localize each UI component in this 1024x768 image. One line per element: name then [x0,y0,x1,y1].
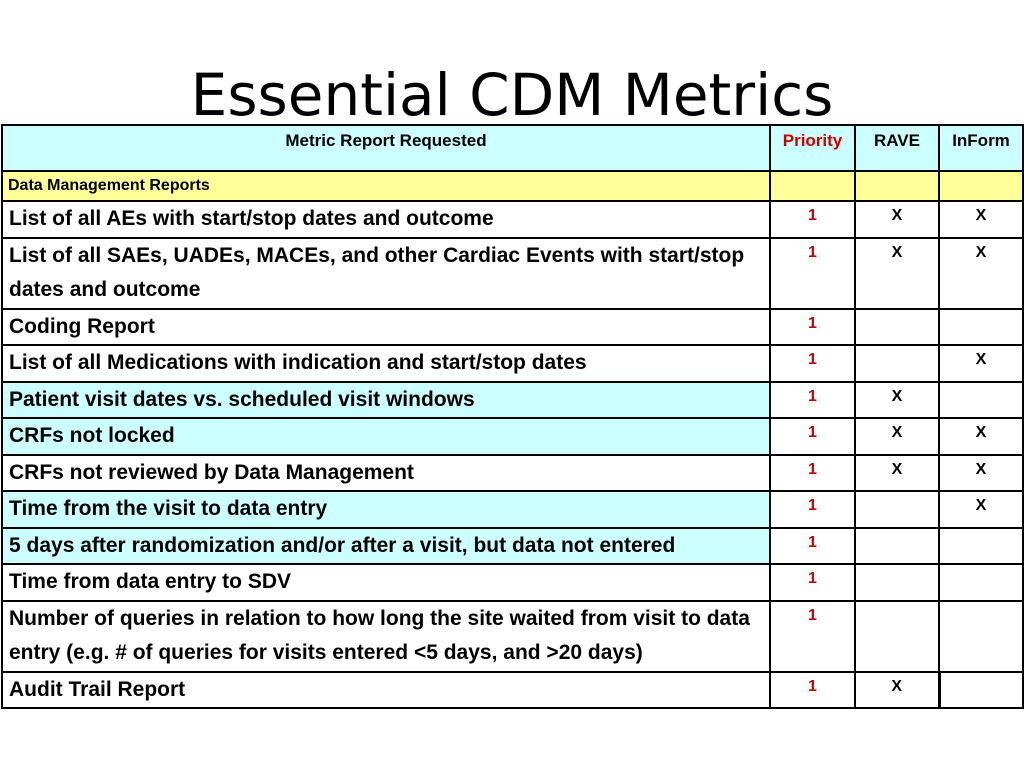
rave-cell [855,528,939,565]
inform-cell: X [939,418,1023,455]
inform-cell [939,601,1023,672]
header-rave: RAVE [855,125,939,171]
rave-cell: X [855,455,939,492]
rave-cell [855,564,939,601]
inform-cell [939,382,1023,419]
metric-cell: CRFs not locked [2,418,770,455]
inform-cell: X [939,491,1023,528]
inform-cell: X [939,201,1023,238]
inform-cell [939,564,1023,601]
priority-cell: 1 [770,382,855,419]
section-blank-cell [939,171,1023,201]
priority-cell: 1 [770,528,855,565]
inform-cell: X [939,345,1023,382]
header-metric: Metric Report Requested [2,125,770,171]
table-row: CRFs not reviewed by Data Management 1 X X [2,455,1023,492]
table-row: Patient visit dates vs. scheduled visit … [2,382,1023,419]
header-inform: InForm [939,125,1023,171]
priority-cell: 1 [770,345,855,382]
metric-cell: Time from data entry to SDV [2,564,770,601]
priority-cell: 1 [770,418,855,455]
header-priority: Priority [770,125,855,171]
priority-cell: 1 [770,601,855,672]
metric-cell: Time from the visit to data entry [2,491,770,528]
priority-cell: 1 [770,455,855,492]
rave-cell: X [855,418,939,455]
metric-cell: 5 days after randomization and/or after … [2,528,770,565]
section-row: Data Management Reports [2,171,1023,201]
rave-cell [855,345,939,382]
table-row: Time from data entry to SDV 1 [2,564,1023,601]
priority-cell: 1 [770,491,855,528]
inform-cell [939,672,1023,709]
priority-cell: 1 [770,564,855,601]
priority-cell: 1 [770,201,855,238]
inform-cell [939,309,1023,346]
metric-cell: List of all AEs with start/stop dates an… [2,201,770,238]
table-row: Time from the visit to data entry 1 X [2,491,1023,528]
metric-cell: List of all SAEs, UADEs, MACEs, and othe… [2,238,770,309]
table-row: CRFs not locked 1 X X [2,418,1023,455]
table-row: Coding Report 1 [2,309,1023,346]
metric-cell: CRFs not reviewed by Data Management [2,455,770,492]
priority-cell: 1 [770,238,855,309]
rave-cell [855,309,939,346]
inform-cell: X [939,238,1023,309]
rave-cell: X [855,672,939,709]
priority-cell: 1 [770,672,855,709]
table-row: 5 days after randomization and/or after … [2,528,1023,565]
page-title: Essential CDM Metrics [0,60,1024,130]
metric-cell: Number of queries in relation to how lon… [2,601,770,672]
metrics-table: Metric Report Requested Priority RAVE In… [1,124,1024,709]
rave-cell: X [855,201,939,238]
metric-rows: List of all AEs with start/stop dates an… [2,201,1023,708]
rave-cell [855,491,939,528]
table-header-row: Metric Report Requested Priority RAVE In… [2,125,1023,171]
metric-cell: Audit Trail Report [2,672,770,709]
priority-cell: 1 [770,309,855,346]
table-row: List of all SAEs, UADEs, MACEs, and othe… [2,238,1023,309]
table-row: Number of queries in relation to how lon… [2,601,1023,672]
section-blank-cell [770,171,855,201]
rave-cell: X [855,382,939,419]
table-row: List of all Medications with indication … [2,345,1023,382]
rave-cell [855,601,939,672]
section-blank-cell [855,171,939,201]
table-row: List of all AEs with start/stop dates an… [2,201,1023,238]
rave-cell: X [855,238,939,309]
metric-cell: Patient visit dates vs. scheduled visit … [2,382,770,419]
section-label: Data Management Reports [2,171,770,201]
inform-cell [939,528,1023,565]
table-row: Audit Trail Report 1 X [2,672,1023,709]
metric-cell: Coding Report [2,309,770,346]
inform-cell: X [939,455,1023,492]
metric-cell: List of all Medications with indication … [2,345,770,382]
